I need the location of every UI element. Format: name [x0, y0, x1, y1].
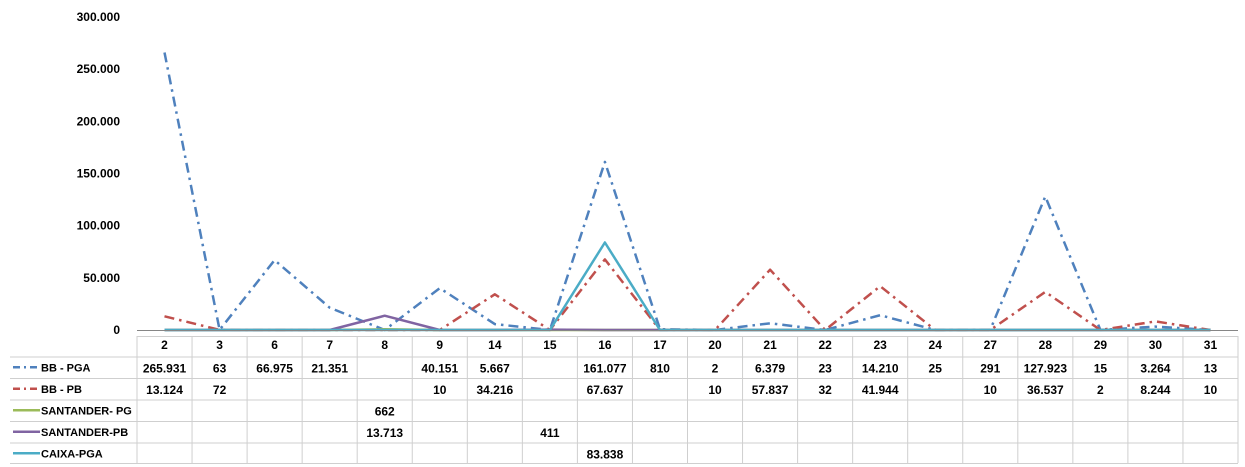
- y-tick-label: 300.000: [77, 10, 121, 24]
- legend-label: SANTANDER- PG: [41, 405, 132, 417]
- data-label: 13.124: [146, 383, 183, 397]
- series-line-1: [163, 52, 1211, 332]
- data-label: 265.931: [143, 361, 187, 375]
- data-label: 127.923: [1024, 361, 1068, 375]
- x-tick-label: 21: [763, 338, 777, 352]
- data-label: 10: [433, 383, 447, 397]
- data-label: 72: [213, 383, 227, 397]
- x-tick-label: 9: [436, 338, 443, 352]
- x-tick-label: 30: [1149, 338, 1163, 352]
- data-label: 2: [712, 361, 719, 375]
- data-label: 14.210: [862, 361, 899, 375]
- data-label: 32: [818, 383, 832, 397]
- data-label: 810: [650, 361, 670, 375]
- x-tick-label: 23: [873, 338, 887, 352]
- data-label: 67.637: [587, 383, 624, 397]
- data-label: 25: [929, 361, 943, 375]
- series-line-5: [164, 241, 1211, 332]
- x-tick-label: 14: [488, 338, 502, 352]
- data-label: 662: [375, 404, 395, 418]
- x-tick-label: 28: [1039, 338, 1053, 352]
- data-label: 161.077: [583, 361, 627, 375]
- data-label: 15: [1094, 361, 1108, 375]
- x-tick-label: 17: [653, 338, 667, 352]
- data-label: 23: [818, 361, 832, 375]
- data-label: 10: [984, 383, 998, 397]
- x-tick-label: 2: [161, 338, 168, 352]
- data-label: 10: [708, 383, 722, 397]
- x-tick-label: 22: [818, 338, 832, 352]
- y-tick-label: 250.000: [77, 62, 121, 76]
- legend-label: SANTANDER-PB: [41, 427, 128, 439]
- data-label: 63: [213, 361, 227, 375]
- data-label: 34.216: [476, 383, 513, 397]
- y-tick-label: 150.000: [77, 167, 121, 181]
- y-tick-label: 200.000: [77, 114, 121, 128]
- x-tick-label: 7: [326, 338, 333, 352]
- y-axis-ticks: 0 50.000 100.000 150.000 200.000 250.000 300.0…: [77, 10, 121, 337]
- legend-label: BB - PGA: [41, 362, 91, 374]
- data-label: 66.975: [256, 361, 293, 375]
- x-tick-label: 27: [984, 338, 998, 352]
- x-tick-label: 15: [543, 338, 557, 352]
- series-line-2: [164, 258, 1211, 332]
- y-tick-label: 50.000: [83, 271, 120, 285]
- data-label: 40.151: [421, 361, 458, 375]
- plot-area: [163, 52, 1211, 332]
- data-label: 36.537: [1027, 383, 1064, 397]
- legend-label: BB - PB: [41, 384, 82, 396]
- x-tick-label: 16: [598, 338, 612, 352]
- series-line-4: [164, 314, 1211, 332]
- legend-label: CAIXA-PGA: [41, 448, 103, 460]
- data-label: 13.713: [366, 426, 403, 440]
- data-label: 21.351: [311, 361, 348, 375]
- data-label: 8.244: [1140, 383, 1170, 397]
- data-label: 291: [980, 361, 1000, 375]
- x-tick-label: 8: [381, 338, 388, 352]
- x-tick-label: 29: [1094, 338, 1108, 352]
- x-tick-label: 6: [271, 338, 278, 352]
- x-tick-label: 31: [1204, 338, 1218, 352]
- data-label: 57.837: [752, 383, 789, 397]
- x-tick-label: 20: [708, 338, 722, 352]
- x-tick-label: 3: [216, 338, 223, 352]
- data-label: 13: [1204, 361, 1218, 375]
- y-tick-label: 100.000: [77, 219, 121, 233]
- data-label: 2: [1097, 383, 1104, 397]
- data-label: 10: [1204, 383, 1218, 397]
- x-tick-label: 24: [929, 338, 943, 352]
- data-label: 3.264: [1140, 361, 1170, 375]
- y-tick-label: 0: [113, 323, 120, 337]
- data-label: 41.944: [862, 383, 899, 397]
- data-label: 6.379: [755, 361, 785, 375]
- data-label: 411: [540, 426, 560, 440]
- data-label: 5.667: [480, 361, 510, 375]
- data-label: 83.838: [587, 447, 624, 461]
